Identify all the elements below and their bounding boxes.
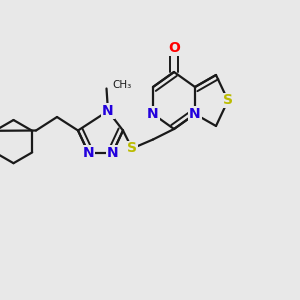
- Text: N: N: [189, 107, 201, 121]
- Text: S: S: [223, 94, 233, 107]
- Text: S: S: [127, 142, 137, 155]
- Text: O: O: [168, 41, 180, 55]
- Text: N: N: [107, 146, 118, 160]
- Text: N: N: [102, 104, 114, 118]
- Text: N: N: [147, 107, 159, 121]
- Text: N: N: [83, 146, 94, 160]
- Text: CH₃: CH₃: [112, 80, 131, 90]
